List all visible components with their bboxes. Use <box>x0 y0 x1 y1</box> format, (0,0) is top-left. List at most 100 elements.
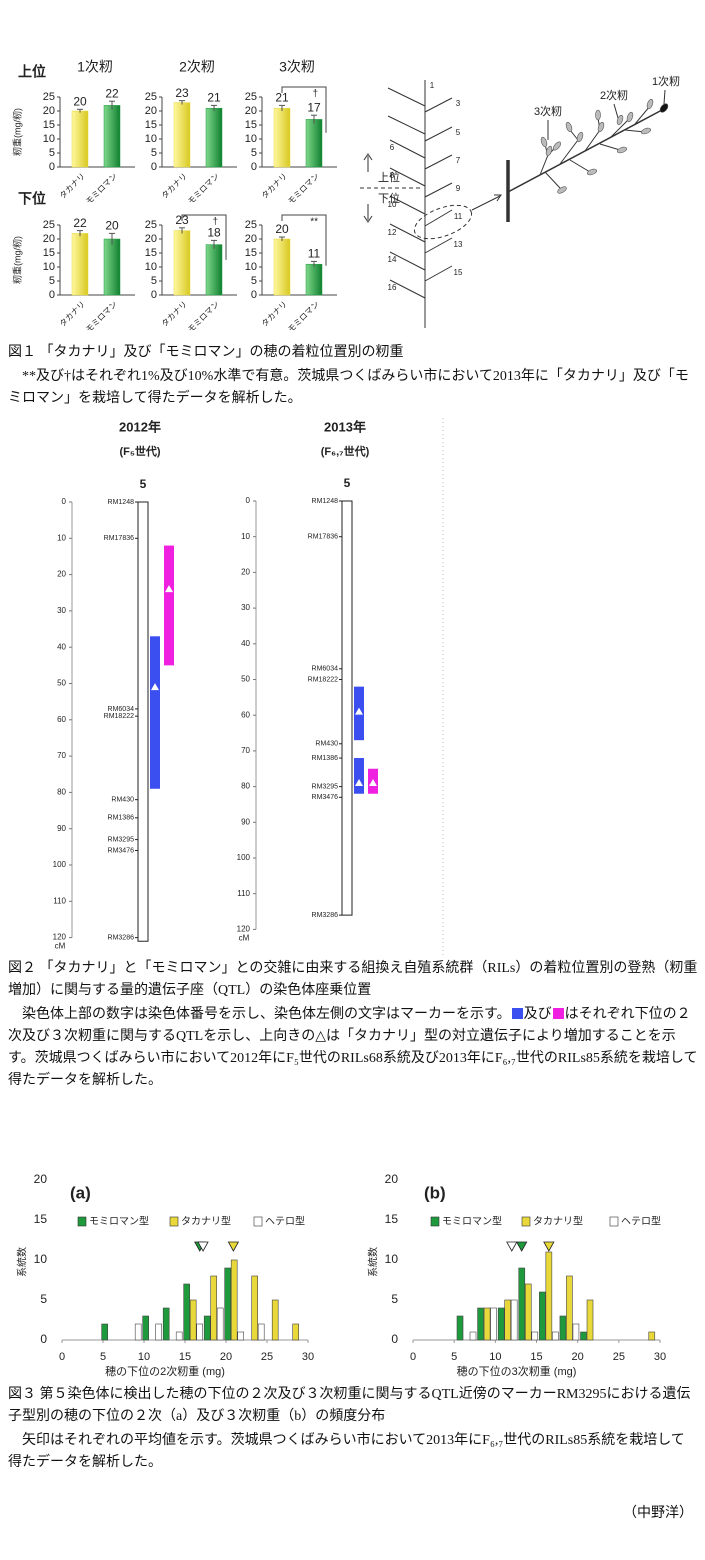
y-tick-label: 0 <box>246 496 251 505</box>
category-label: タカナリ <box>58 172 87 201</box>
y-tick-label: 10 <box>145 261 157 273</box>
branch <box>424 126 453 142</box>
y-tick-label: 5 <box>49 147 55 159</box>
y-tick-label: 0 <box>251 289 257 301</box>
grain <box>640 127 652 135</box>
y-tick-label: 0 <box>151 161 157 173</box>
y-tick-label: 10 <box>241 532 250 541</box>
y-tick-label: 20 <box>241 568 250 577</box>
significance-bracket <box>281 214 327 266</box>
bar <box>203 1315 211 1341</box>
x-tick-label: 25 <box>613 1351 625 1363</box>
chromosome <box>137 501 149 942</box>
unit-label: cM <box>55 942 66 951</box>
bar <box>572 1323 580 1341</box>
x-tick-label: 0 <box>59 1351 65 1363</box>
bar <box>205 244 223 296</box>
y-tick-label: 70 <box>241 746 250 755</box>
y-tick-label: 15 <box>245 119 257 131</box>
y-tick-label: 20 <box>245 105 257 117</box>
figure3-caption-body: 矢印はそれぞれの平均値を示す。茨城県つくばみらい市において2013年にF₆,₇世… <box>8 1433 685 1470</box>
bar <box>510 1299 518 1341</box>
legend-label: ヘテロ型 <box>621 1215 661 1228</box>
magenta-square <box>552 1008 564 1019</box>
qtl-peak <box>355 707 363 715</box>
y-tick-label: 0 <box>49 289 55 301</box>
y-tick-label: 40 <box>57 642 66 651</box>
figure1-caption-title: 図１ 「タカナリ」及び「モミロマン」の穂の着粒位置別の籾重 <box>8 345 404 360</box>
marker-label: RM1386 <box>108 815 135 822</box>
legend-swatch <box>253 1216 263 1227</box>
y-tick-label: 110 <box>237 889 250 898</box>
figure3-caption-title: 図３ 第５染色体に検出した穂の下位の２次及び３次籾重に関与するQTL近傍のマーカ… <box>8 1387 691 1424</box>
branch <box>424 265 453 282</box>
branch-label: 15 <box>454 268 463 277</box>
y-tick-label: 15 <box>145 119 157 131</box>
figure2-caption-title: 図２ 「タカナリ」と「モミロマン」との交雑に由来する組換え自殖系統群（RILs）… <box>8 961 698 998</box>
bar <box>103 238 121 296</box>
y-tick-label: 100 <box>237 853 251 862</box>
branch <box>389 195 426 215</box>
marker-label: RM18222 <box>308 676 338 683</box>
bar <box>155 1323 162 1341</box>
category-label: タカナリ <box>58 300 87 329</box>
y-tick-label: 20 <box>43 233 55 245</box>
secondary-branches <box>539 105 651 189</box>
y-tick-label: 5 <box>391 1292 398 1306</box>
bar <box>545 1251 553 1341</box>
y-tick-label: 90 <box>57 824 66 833</box>
caption-text: はそれぞれ下位の２次及び３次籾重に関与するQTLを示し、上向きの△は「タカナリ」… <box>8 1007 698 1088</box>
column-title: 1次籾 <box>77 59 113 75</box>
bar <box>196 1323 203 1341</box>
category-label: モミロマン <box>84 172 119 207</box>
caption-text: 及び <box>523 1007 552 1022</box>
x-axis-label: 穂の下位の3次籾重 (mg) <box>457 1364 577 1378</box>
bar <box>580 1331 587 1341</box>
x-tick-label: 30 <box>302 1351 314 1363</box>
branch <box>389 251 426 271</box>
grain-label: 3次籾 <box>534 104 562 118</box>
qtl-peak <box>165 585 173 593</box>
bar <box>292 1323 300 1341</box>
mean-marker <box>227 1241 240 1252</box>
qtl <box>164 545 174 666</box>
map-subtitle: (F₅世代) <box>119 444 160 458</box>
qtl <box>150 636 160 789</box>
unit-label: cM <box>239 934 250 943</box>
y-tick-label: 10 <box>245 261 257 273</box>
bar <box>566 1275 573 1341</box>
bar <box>205 107 223 168</box>
y-tick-label: 90 <box>241 817 250 826</box>
branch-label: 6 <box>390 143 395 152</box>
y-axis-label: 籾重(mg/籾) <box>11 236 22 284</box>
bar <box>273 107 291 168</box>
bar <box>216 1307 224 1341</box>
y-tick-label: 10 <box>34 1252 48 1266</box>
map-subtitle: (F₆,₇世代) <box>321 444 370 458</box>
bar <box>183 1283 190 1341</box>
branch-label: 8 <box>390 171 395 180</box>
chromosome-number: 5 <box>344 476 351 490</box>
x-tick-label: 20 <box>220 1351 232 1363</box>
y-tick-label: 20 <box>43 105 55 117</box>
y-tick-label: 25 <box>43 91 55 103</box>
bar <box>273 238 291 296</box>
value-label: 18 <box>207 226 221 240</box>
y-tick-label: 30 <box>57 606 66 615</box>
leader <box>663 89 666 105</box>
y-tick-label: 15 <box>43 119 55 131</box>
y-axis-label: 系統数 <box>16 1247 29 1277</box>
mean-marker <box>197 1241 209 1252</box>
y-tick-label: 25 <box>245 91 257 103</box>
marker-label: RM17836 <box>104 535 134 542</box>
marker-label: RM3476 <box>108 847 135 854</box>
value-label: 22 <box>73 216 87 230</box>
x-tick-label: 10 <box>489 1351 501 1363</box>
bar <box>173 230 191 296</box>
grain <box>557 186 567 194</box>
bar <box>173 102 191 168</box>
bar <box>142 1315 149 1341</box>
category-label: モミロマン <box>84 300 119 335</box>
bar <box>483 1307 491 1341</box>
